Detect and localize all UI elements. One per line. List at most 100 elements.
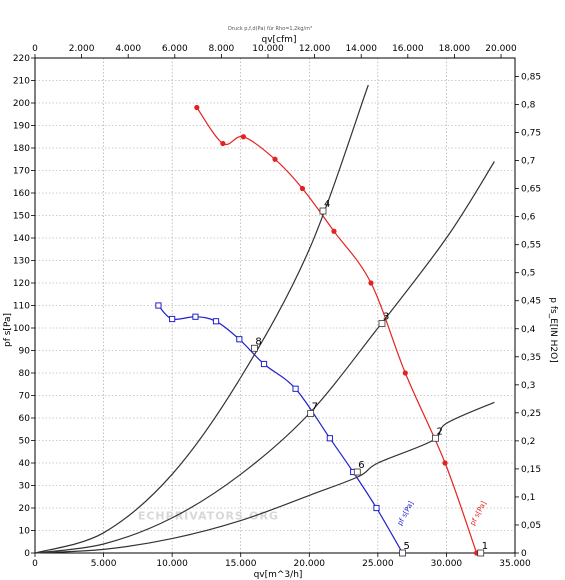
y-tick-label: 140 (13, 234, 30, 244)
y-tick-label: 150 (13, 212, 30, 222)
series-point-0 (220, 140, 226, 147)
series-point-1 (326, 435, 333, 442)
operating-point-marker (353, 468, 361, 476)
x-tick-label: 35.000 (499, 559, 531, 569)
series-point-0 (240, 134, 247, 140)
y2-tick-label: 0,3 (521, 381, 535, 391)
series-point-0 (299, 185, 306, 192)
chart-title: Druck p,f,d(Pa) für Rho=1,2kg/m³ (228, 26, 312, 32)
y2-tick-label: 0,4 (521, 325, 536, 335)
x-tick-label: 10.000 (156, 559, 188, 569)
y2-tick-label: 0,7 (521, 157, 535, 167)
y-tick-label: 190 (13, 122, 30, 132)
y2-axis-label: p fs_E[IN H2O] (548, 297, 558, 362)
operating-point-label: 2 (436, 426, 442, 437)
operating-point-marker (251, 344, 258, 352)
operating-point-marker (319, 207, 327, 215)
series-point-0 (331, 228, 337, 234)
x-axis-label: qv[m^3/h] (254, 570, 303, 580)
series-line-2-system-curve-1 (34, 401, 495, 554)
x-tick-label: 20.000 (294, 559, 326, 569)
x2-tick-label: 18.000 (439, 44, 471, 54)
y-tick-label: 80 (19, 369, 31, 379)
y-tick-label: 160 (13, 189, 30, 199)
operating-point-label: 3 (383, 312, 389, 323)
plot-frame (34, 57, 516, 554)
x2-tick-label: 6.000 (162, 44, 188, 54)
x2-tick-label: 8.000 (209, 44, 235, 54)
x-tick-label: 0 (32, 559, 38, 569)
series-tag-label: pf s[Pa] (396, 500, 416, 527)
y-tick-label: 10 (19, 527, 31, 537)
y-tick-label: 100 (13, 324, 30, 334)
y-tick-label: 210 (13, 77, 30, 87)
y-tick-label: 20 (19, 504, 31, 514)
operating-point-label: 8 (255, 336, 261, 347)
y-tick-label: 60 (19, 414, 31, 424)
y-tick-label: 130 (13, 257, 30, 267)
x2-tick-label: 12.000 (299, 44, 331, 54)
x-tick-label: 25.000 (362, 559, 394, 569)
y-axis-label: pf s[Pa] (3, 313, 13, 347)
y-tick-label: 220 (13, 54, 30, 64)
y-tick-label: 90 (19, 347, 31, 357)
y2-tick-label: 0,35 (521, 353, 541, 363)
operating-point-marker (307, 410, 315, 417)
x2-tick-label: 0 (32, 44, 38, 54)
x2-tick-label: 2.000 (69, 44, 95, 54)
operating-point-marker (399, 549, 406, 557)
y2-tick-label: 0,65 (521, 185, 541, 195)
x2-tick-label: 14.000 (345, 44, 377, 54)
operating-point-marker (378, 320, 386, 327)
y2-tick-label: 0,5 (521, 269, 535, 279)
y-tick-label: 50 (19, 437, 31, 447)
y-tick-label: 40 (19, 459, 31, 469)
x2-tick-label: 20.000 (485, 44, 517, 54)
x-tick-label: 15.000 (225, 559, 257, 569)
y-tick-label: 70 (19, 392, 31, 402)
series-point-0 (442, 460, 448, 466)
y2-tick-label: 0,6 (521, 213, 536, 223)
operating-point-label: 7 (312, 402, 318, 413)
tick-labels: 0 5.000 10.000 15.000 20.000 25.000 30.000 35.0… (13, 44, 541, 569)
y2-tick-label: 0,05 (521, 521, 541, 531)
operating-point-label: 1 (482, 541, 488, 552)
series-point-1 (236, 336, 243, 343)
y-tick-label: 200 (13, 99, 30, 109)
y2-tick-label: 0,75 (521, 129, 541, 139)
series-tag-label: pf s[Pa] (469, 500, 489, 527)
x2-tick-label: 10.000 (252, 44, 284, 54)
y-tick-label: 120 (13, 279, 30, 289)
grid (34, 57, 516, 554)
series-point-0 (272, 156, 278, 162)
x2-tick-label: 4.000 (115, 44, 141, 54)
x2-axis-label: qv[cfm] (262, 35, 297, 45)
y2-tick-label: 0 (521, 549, 527, 559)
series-point-0 (402, 370, 408, 376)
y-tick-label: 0 (24, 549, 30, 559)
y2-tick-label: 0,1 (521, 493, 535, 503)
series-point-0 (368, 280, 374, 286)
series-line-3-system-curve-2 (34, 161, 495, 554)
watermark-group: ECHPRIVATORS.ORG (138, 509, 279, 522)
y2-tick-label: 0,15 (521, 465, 541, 475)
point-labels: 1 2 3 4 5 6 7 8 pf s[Pa] pf s[Pa] (251, 199, 489, 557)
series-point-1 (212, 318, 220, 325)
series-group (34, 84, 495, 557)
x2-tick-label: 16.000 (392, 44, 424, 54)
x-tick-label: 5.000 (91, 559, 117, 569)
series-point-1 (260, 360, 268, 368)
series-point-1 (373, 504, 380, 512)
watermark-text: ECHPRIVATORS.ORG (138, 509, 279, 522)
y2-tick-label: 0,55 (521, 241, 541, 251)
operating-point-marker (432, 434, 439, 442)
operating-point-label: 5 (404, 541, 410, 552)
plot-border (34, 57, 516, 554)
y-tick-label: 110 (13, 302, 30, 312)
x-tick-label: 30.000 (431, 559, 463, 569)
series-point-0 (194, 104, 200, 111)
series-point-1 (292, 385, 299, 392)
operating-point-label: 6 (358, 460, 364, 471)
series-point-1 (169, 315, 176, 323)
